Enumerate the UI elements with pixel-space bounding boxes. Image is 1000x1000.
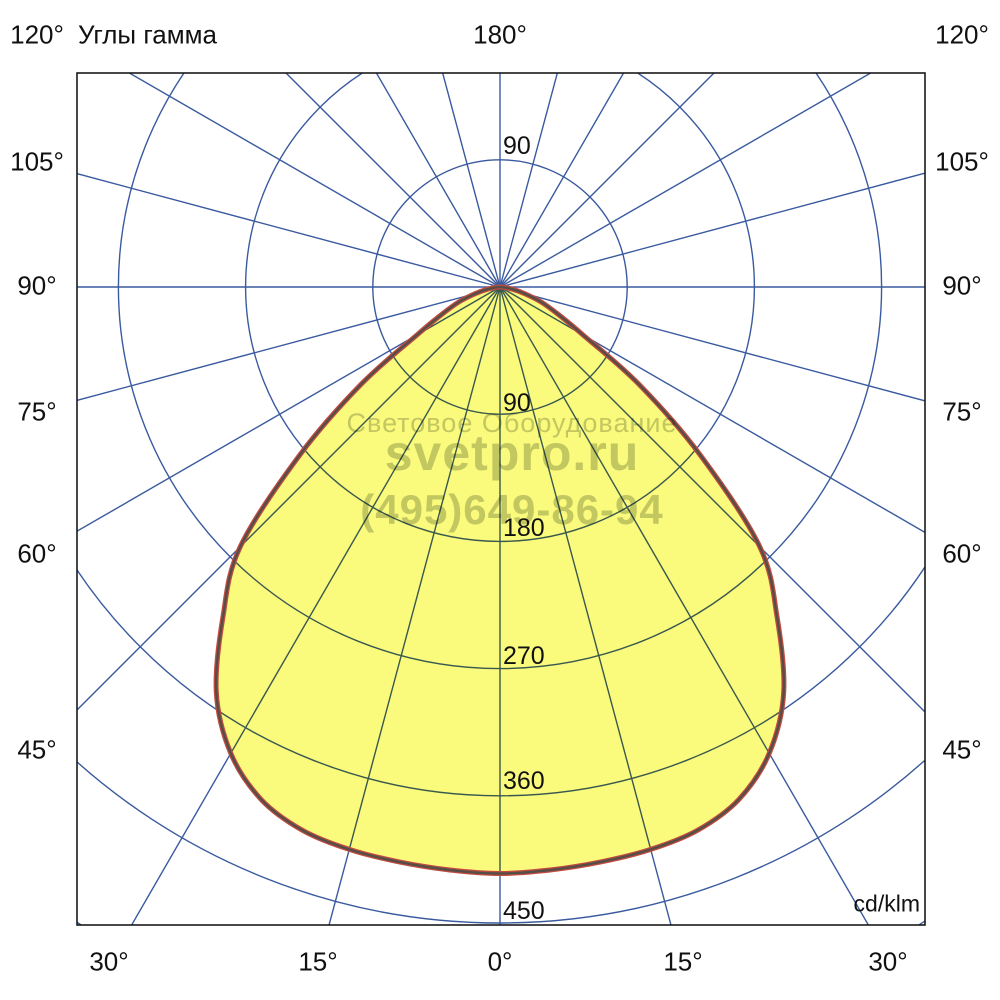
grid-radial-line (127, 73, 501, 288)
angle-label-right-105: 105° (935, 146, 989, 177)
grid-radial-line (499, 286, 925, 402)
grid-radial-line (441, 73, 501, 288)
gamma-label-bottom-0: 0° (487, 946, 513, 977)
watermark-company: Световое Оборудование (346, 408, 678, 438)
ring-value-450: 450 (503, 897, 545, 925)
grid-radial-line (499, 286, 925, 534)
grid-radial-line (499, 73, 715, 288)
angle-label-right-90: 90° (942, 270, 982, 301)
grid-radial-line (499, 73, 559, 288)
watermark-phone: (495)649-86-94 (360, 486, 664, 533)
angle-label-top-right: 120° (935, 19, 989, 50)
angle-label-top-left: 120° (10, 19, 64, 50)
angle-label-left-90: 90° (17, 270, 57, 301)
angle-label-top-center: 180° (473, 19, 527, 50)
grid-radial-line (375, 73, 501, 288)
angle-label-left-45: 45° (17, 734, 57, 765)
grid-radial-line (499, 73, 625, 288)
grid-radial-line (77, 286, 501, 533)
grid-radial-line (499, 172, 925, 288)
angle-label-left-60: 60° (17, 538, 57, 569)
gamma-label-bottom-30l: 30° (89, 946, 129, 977)
grid-radial-line (285, 73, 501, 288)
ring-value-360: 360 (503, 767, 545, 795)
gamma-label-bottom-15l: 15° (298, 946, 338, 977)
grid-radial-line (130, 286, 501, 925)
grid-radial-line (77, 286, 501, 402)
grid-radial-line (328, 286, 501, 925)
angle-label-left-75: 75° (17, 396, 57, 427)
watermark-site: svetpro.ru (384, 425, 640, 481)
grid-radial-line (499, 286, 870, 925)
units-label: cd/klm (853, 890, 920, 917)
gamma-label-bottom-15r: 15° (663, 946, 703, 977)
ring-value-270: 270 (503, 642, 545, 670)
page-title: Углы гамма (78, 19, 217, 50)
ring-value-upper-90: 90 (503, 132, 531, 160)
intensity-curve-outline (214, 285, 786, 875)
grid-radial-line (77, 172, 501, 288)
angle-label-left-105: 105° (10, 146, 64, 177)
grid-radial-line (499, 286, 672, 925)
grid-radial-line (499, 73, 873, 288)
ring-value-180: 180 (503, 514, 545, 542)
angle-label-right-60: 60° (942, 538, 982, 569)
plot-border (76, 72, 926, 926)
angle-label-right-45: 45° (942, 734, 982, 765)
gamma-label-bottom-30r: 30° (868, 946, 908, 977)
grid-radial-line (77, 286, 501, 711)
ring-value-90: 90 (503, 389, 531, 417)
angle-label-right-75: 75° (942, 396, 982, 427)
